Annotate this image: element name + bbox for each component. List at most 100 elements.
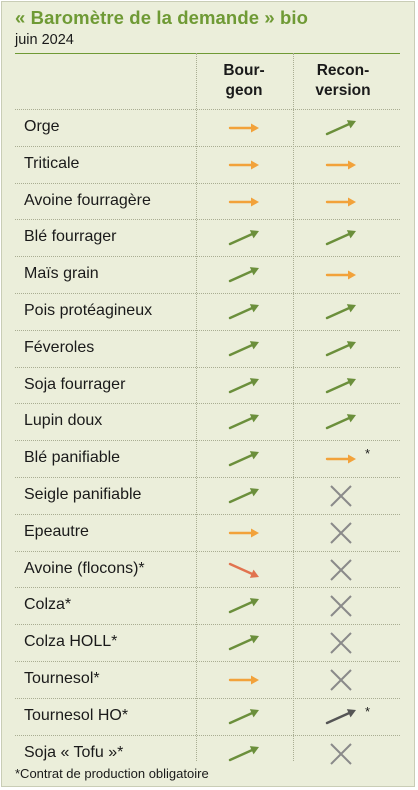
- column-header-reconversion-line2: version: [315, 82, 371, 99]
- reconversion-cell: [293, 736, 390, 773]
- table-row: Seigle panifiable: [15, 477, 400, 515]
- arrow-up-right-icon: [228, 745, 259, 761]
- reconversion-cell: [293, 368, 390, 405]
- arrow-up-right-icon: [228, 414, 259, 430]
- crop-label: Colza HOLL*: [24, 633, 118, 651]
- crop-label: Maïs grain: [24, 265, 99, 283]
- table-row: Blé panifiable *: [15, 440, 400, 478]
- reconversion-cell: [293, 662, 390, 699]
- arrow-up-right-icon: [228, 488, 259, 504]
- cross-icon: [330, 742, 352, 765]
- stable-arrow-icon: [228, 528, 259, 538]
- table-row: Soja « Tofu »*: [15, 734, 400, 773]
- note-asterisk: *: [365, 446, 371, 462]
- bourgeon-cell: [196, 368, 293, 405]
- arrow-up-right-icon: [325, 377, 356, 393]
- crop-label: Seigle panifiable: [24, 486, 142, 503]
- footnote: *Contrat de production obligatoire: [15, 766, 209, 781]
- cross-icon: [330, 558, 352, 581]
- table-row: Avoine fourragère: [15, 182, 400, 221]
- reconversion-cell: [293, 294, 390, 331]
- column-header-bourgeon: Bour- geon: [199, 61, 289, 101]
- column-header-reconversion: Recon- version: [298, 61, 388, 101]
- header-rule: [15, 53, 400, 54]
- bourgeon-cell: [196, 404, 293, 441]
- bourgeon-cell: [196, 699, 293, 736]
- crop-label: Pois protéagineux: [24, 302, 153, 319]
- arrow-up-right-gray-icon: [325, 708, 356, 724]
- crop-label: Orge: [24, 118, 60, 135]
- reconversion-cell: [293, 588, 390, 625]
- reconversion-cell: *: [293, 699, 390, 736]
- column-divider: [196, 53, 197, 761]
- arrow-up-right-icon: [228, 451, 259, 467]
- arrow-down-right-icon: [228, 562, 259, 578]
- cross-icon: [330, 595, 352, 618]
- crop-label: Avoine (flocons)*: [24, 559, 145, 577]
- table-row: Triticale: [15, 145, 400, 184]
- page-title: « Baromètre de la demande » bio: [15, 7, 309, 28]
- crop-label: Tournesol*: [24, 670, 100, 687]
- crop-label: Féveroles: [24, 338, 95, 356]
- table-row: Lupin doux: [15, 403, 400, 441]
- bourgeon-cell: [196, 331, 293, 368]
- cross-icon: [330, 669, 352, 691]
- reconversion-cell: [293, 147, 390, 184]
- crop-label: Blé panifiable: [24, 449, 121, 467]
- bourgeon-cell: [196, 662, 293, 699]
- table-row: Orge: [15, 109, 400, 147]
- table-row: Colza*: [15, 587, 400, 625]
- crop-label: Avoine fourragère: [24, 191, 151, 209]
- table-row: Maïs grain: [15, 256, 400, 294]
- column-header-reconversion-line1: Recon-: [316, 62, 370, 79]
- bourgeon-cell: [196, 147, 293, 184]
- arrow-up-right-icon: [228, 230, 259, 246]
- reconversion-cell: [293, 478, 390, 515]
- crop-label: Soja « Tofu »*: [24, 743, 124, 761]
- arrow-up-right-icon: [228, 635, 259, 651]
- bourgeon-cell: [196, 220, 293, 257]
- column-header-bourgeon-line2: geon: [225, 82, 263, 99]
- table-row: Blé fourrager: [15, 219, 400, 257]
- crop-label: Colza*: [24, 596, 72, 614]
- arrow-up-right-icon: [228, 598, 259, 614]
- reconversion-cell: [293, 220, 390, 257]
- bourgeon-cell: [196, 625, 293, 662]
- bourgeon-cell: [196, 552, 293, 589]
- reconversion-cell: [293, 625, 390, 662]
- table-row: Tournesol HO* *: [15, 697, 400, 736]
- reconversion-cell: [293, 257, 390, 294]
- reconversion-cell: [293, 404, 390, 441]
- crop-label: Blé fourrager: [24, 228, 117, 246]
- cross-icon: [330, 522, 352, 544]
- arrow-up-right-icon: [325, 304, 356, 320]
- stable-arrow-icon: [325, 454, 356, 464]
- crop-label: Lupin doux: [24, 412, 103, 430]
- bourgeon-cell: [196, 441, 293, 478]
- table-row: Avoine (flocons)*: [15, 550, 400, 589]
- reconversion-cell: *: [293, 441, 390, 478]
- arrow-up-right-icon: [228, 377, 259, 393]
- cross-icon: [330, 632, 352, 654]
- bourgeon-cell: [196, 588, 293, 625]
- table-row: Pois protéagineux: [15, 293, 400, 331]
- stable-arrow-icon: [228, 160, 259, 170]
- bourgeon-cell: [196, 294, 293, 331]
- stable-arrow-icon: [228, 197, 259, 207]
- arrow-up-right-icon: [228, 708, 259, 724]
- bourgeon-cell: [196, 736, 293, 773]
- arrow-up-right-icon: [325, 414, 356, 430]
- bourgeon-cell: [196, 184, 293, 221]
- arrow-up-right-icon: [325, 120, 356, 136]
- arrow-up-right-icon: [228, 267, 259, 283]
- crop-label: Soja fourrager: [24, 375, 126, 393]
- stable-arrow-icon: [228, 123, 259, 133]
- table-row: Féveroles: [15, 329, 400, 368]
- stable-arrow-icon: [228, 675, 259, 685]
- bourgeon-cell: [196, 515, 293, 552]
- table-row: Colza HOLL*: [15, 624, 400, 662]
- reconversion-cell: [293, 552, 390, 589]
- cross-icon: [330, 485, 352, 507]
- bourgeon-cell: [196, 110, 293, 147]
